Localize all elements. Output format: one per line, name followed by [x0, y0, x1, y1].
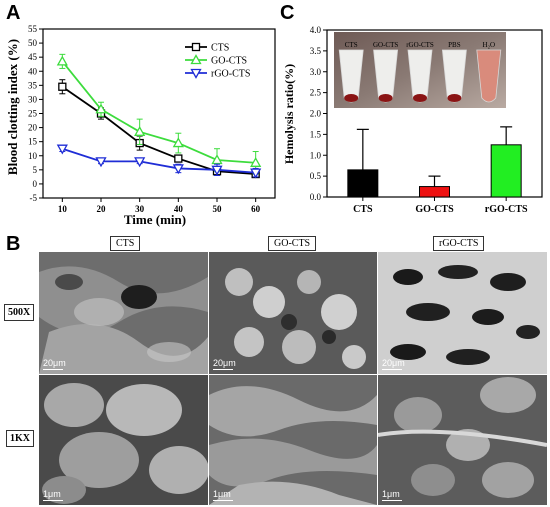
legend-label: rGO-CTS [211, 69, 250, 80]
data-point [56, 144, 68, 155]
y-tick-label: 1.0 [310, 150, 322, 160]
tube-photo-inset: CTS GO-CTS rGO-CTS PBS H₂O [334, 32, 506, 108]
data-point [172, 164, 184, 175]
clotting-y-axis-label: Blood clotting index (%) [5, 39, 20, 175]
data-point [134, 125, 146, 136]
y-tick-label: 0 [33, 179, 38, 189]
x-tick-label: 30 [135, 204, 145, 214]
bar-rgo-cts [490, 144, 522, 198]
column-label-rgo-cts: rGO-CTS [433, 236, 485, 251]
sem-image-go-cts-500x: 20μm [209, 252, 377, 374]
x-tick-label: 40 [174, 204, 184, 214]
tube-label: GO-CTS [373, 41, 398, 49]
data-point [172, 137, 184, 148]
bar-go-cts [419, 186, 450, 198]
series-line-rgo-cts [62, 147, 256, 174]
scale-bar-label: 1μm [382, 489, 400, 499]
y-tick-label: 25 [28, 109, 38, 119]
y-tick-label: 1.5 [310, 129, 322, 139]
data-point [95, 103, 107, 114]
y-tick-label: 10 [28, 151, 38, 161]
tube-label: PBS [448, 41, 461, 49]
x-tick-label: GO-CTS [415, 204, 454, 215]
data-point [211, 165, 223, 176]
y-tick-label: 4.0 [310, 25, 322, 35]
y-tick-label: 0.0 [310, 192, 322, 202]
tube-pellet [447, 94, 462, 102]
y-tick-label: 55 [28, 24, 38, 34]
y-tick-label: -5 [30, 193, 38, 203]
series-line-go-cts [61, 60, 256, 164]
legend-label: GO-CTS [211, 56, 247, 67]
y-tick-label: 20 [28, 123, 38, 133]
bar-cts [347, 169, 379, 198]
tube [476, 49, 502, 103]
y-tick-label: 15 [28, 137, 38, 147]
row-label-500x: 500X [4, 304, 35, 321]
legend-marker [190, 68, 202, 79]
y-tick-label: 5 [33, 165, 38, 175]
scale-bar-label: 20μm [213, 358, 236, 368]
data-point [174, 154, 183, 163]
x-tick-label: 60 [251, 204, 261, 214]
panel-label-c: C [280, 2, 295, 24]
x-tick-label: 20 [97, 204, 107, 214]
tube-pellet [413, 94, 427, 102]
panel-label-a: A [6, 2, 21, 24]
y-tick-label: 50 [28, 38, 38, 48]
tube-pellet [378, 94, 393, 102]
sem-image-rgo-cts-500x: 20μm [378, 252, 547, 374]
y-tick-label: 2.5 [310, 88, 322, 98]
sem-image-cts-1kx: 1μm [39, 375, 208, 505]
row-label-1kx: 1KX [6, 430, 34, 447]
data-point [134, 157, 146, 168]
sem-image-go-cts-1kx: 1μm [209, 375, 377, 505]
tube-label: H₂O [483, 41, 496, 49]
data-point [58, 82, 67, 91]
legend-label: CTS [211, 43, 229, 54]
data-point [211, 154, 223, 165]
y-tick-label: 0.5 [310, 171, 322, 181]
clotting-line-chart: Blood clotting index (%) Time (min) -5 0 5… [5, 24, 276, 227]
column-label-go-cts: GO-CTS [268, 236, 317, 251]
scale-bar-label: 1μm [43, 489, 61, 499]
y-tick-label: 40 [28, 66, 38, 76]
tube-pellet [344, 94, 359, 102]
legend-marker [190, 54, 202, 65]
series-line-cts [61, 86, 256, 175]
scale-bar-label: 1μm [213, 489, 231, 499]
data-point [250, 156, 262, 167]
data-point [250, 168, 262, 179]
y-tick-label: 3.0 [310, 67, 322, 77]
clotting-x-axis-label: Time (min) [124, 212, 186, 227]
x-tick-label: 50 [213, 204, 223, 214]
hemolysis-y-axis-label: Hemolysis ratio(%) [282, 64, 296, 164]
panel-label-b: B [6, 233, 21, 255]
y-tick-label: 30 [28, 94, 38, 104]
data-point [95, 157, 107, 168]
sem-image-rgo-cts-1kx: 1μm [378, 375, 547, 505]
x-tick-label: 10 [58, 204, 68, 214]
x-tick-label: rGO-CTS [485, 204, 528, 215]
data-point [56, 55, 68, 66]
column-label-cts: CTS [110, 236, 141, 251]
y-tick-label: 45 [28, 52, 38, 62]
y-tick-label: 3.5 [310, 46, 322, 56]
legend-marker [191, 42, 201, 52]
scale-bar-label: 20μm [382, 358, 405, 368]
tube-label: CTS [345, 41, 358, 49]
scale-bar-label: 20μm [43, 358, 66, 368]
x-tick-label: CTS [353, 204, 373, 215]
hemolysis-bar-chart: Hemolysis ratio(%) 0.0 0.5 1.0 1.5 2.0 2.5 3.0… [282, 25, 543, 215]
sem-image-cts-500x: 20μm [39, 252, 208, 374]
y-tick-label: 35 [28, 80, 38, 90]
tube-label: rGO-CTS [406, 41, 434, 49]
y-tick-label: 2.0 [310, 109, 322, 119]
